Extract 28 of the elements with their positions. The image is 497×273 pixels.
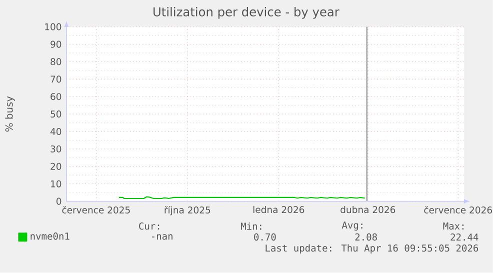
y-tick-label: 90: [50, 40, 62, 48]
x-tick-label: července 2025: [62, 206, 130, 214]
y-tick-label: 40: [50, 128, 62, 136]
y-tick-label: 70: [50, 76, 62, 83]
y-tick-label: 80: [50, 58, 62, 66]
text: 0.70: [254, 234, 276, 241]
text: Last update: Thu Apr 16 09:55:05 2026: [266, 244, 478, 254]
text: Min:: [240, 222, 262, 230]
legend-label: nvme0n1: [30, 232, 70, 240]
y-tick-label: 0: [56, 198, 62, 205]
text: Cur:: [139, 222, 160, 230]
y-tick-label: 20: [50, 163, 62, 170]
y-tick-label: 100: [45, 23, 62, 30]
y-axis-title: % busy: [5, 96, 15, 132]
chart-title: Utilization per device - by year: [154, 7, 340, 19]
text: 2.08: [355, 234, 377, 241]
y-tick-label: 30: [50, 146, 62, 153]
y-tick-label: 60: [50, 93, 62, 100]
text: -nan: [152, 234, 172, 240]
x-tick-label: července 2026: [424, 206, 492, 214]
x-tick-label: ledna 2026: [253, 206, 304, 214]
x-tick-label: dubna 2026: [340, 206, 396, 214]
y-tick-label: 50: [50, 110, 62, 118]
x-tick-label: října 2025: [164, 206, 210, 216]
text: Avg:: [342, 222, 362, 231]
text: Max:: [443, 222, 464, 230]
y-tick-label: 10: [51, 180, 62, 188]
text: 22.44: [450, 234, 478, 241]
